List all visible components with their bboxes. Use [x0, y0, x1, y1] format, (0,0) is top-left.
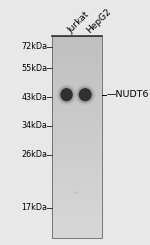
Bar: [52, 154, 102, 157]
Bar: [52, 221, 102, 224]
Text: 26kDa: 26kDa: [21, 150, 47, 159]
Bar: [52, 204, 102, 208]
Bar: [52, 181, 102, 184]
Bar: [52, 73, 102, 76]
Ellipse shape: [60, 88, 73, 101]
Bar: [52, 93, 102, 96]
Bar: [52, 107, 102, 110]
Bar: [52, 211, 102, 214]
Text: —NUDT6: —NUDT6: [106, 90, 149, 99]
Bar: [52, 100, 102, 103]
Bar: [52, 174, 102, 177]
Ellipse shape: [58, 86, 75, 103]
Bar: [52, 56, 102, 59]
Bar: [52, 53, 102, 56]
Bar: [52, 164, 102, 167]
Bar: [52, 36, 102, 238]
Bar: [52, 201, 102, 204]
Bar: [52, 86, 102, 90]
Text: 43kDa: 43kDa: [21, 93, 47, 102]
Bar: [52, 184, 102, 187]
Bar: [52, 214, 102, 218]
Bar: [52, 171, 102, 174]
Bar: [52, 130, 102, 134]
Bar: [52, 46, 102, 49]
Bar: [52, 144, 102, 147]
Bar: [52, 137, 102, 140]
Bar: [52, 147, 102, 150]
Bar: [52, 120, 102, 123]
Bar: [52, 234, 102, 238]
Bar: [52, 134, 102, 137]
Bar: [52, 80, 102, 83]
Bar: [52, 157, 102, 160]
Bar: [52, 167, 102, 171]
Bar: [52, 197, 102, 201]
Bar: [52, 66, 102, 69]
Bar: [52, 117, 102, 120]
Bar: [52, 231, 102, 234]
Bar: [52, 63, 102, 66]
Ellipse shape: [57, 84, 76, 105]
Bar: [52, 43, 102, 46]
Bar: [52, 228, 102, 231]
Text: 72kDa: 72kDa: [21, 42, 47, 51]
Bar: [52, 187, 102, 191]
Bar: [52, 123, 102, 127]
Bar: [52, 218, 102, 221]
Bar: [52, 191, 102, 194]
Bar: [52, 208, 102, 211]
Bar: [52, 69, 102, 73]
Bar: [52, 103, 102, 107]
Bar: [52, 177, 102, 181]
Text: 55kDa: 55kDa: [21, 64, 47, 73]
Text: Jurkat: Jurkat: [67, 10, 92, 35]
Ellipse shape: [79, 88, 92, 101]
Bar: [52, 39, 102, 43]
Bar: [52, 59, 102, 63]
Bar: [52, 160, 102, 164]
Text: HepG2: HepG2: [85, 6, 113, 35]
Bar: [52, 113, 102, 117]
Bar: [52, 140, 102, 144]
Text: 17kDa: 17kDa: [21, 203, 47, 212]
Bar: [52, 36, 102, 39]
Bar: [52, 110, 102, 113]
Ellipse shape: [77, 86, 94, 103]
Text: 34kDa: 34kDa: [21, 122, 47, 131]
Bar: [52, 90, 102, 93]
Bar: [52, 49, 102, 53]
Bar: [52, 83, 102, 86]
Bar: [52, 224, 102, 228]
Bar: [52, 194, 102, 197]
Ellipse shape: [75, 84, 96, 105]
Bar: [52, 76, 102, 80]
Bar: [52, 150, 102, 154]
Bar: [52, 96, 102, 100]
Bar: [52, 127, 102, 130]
